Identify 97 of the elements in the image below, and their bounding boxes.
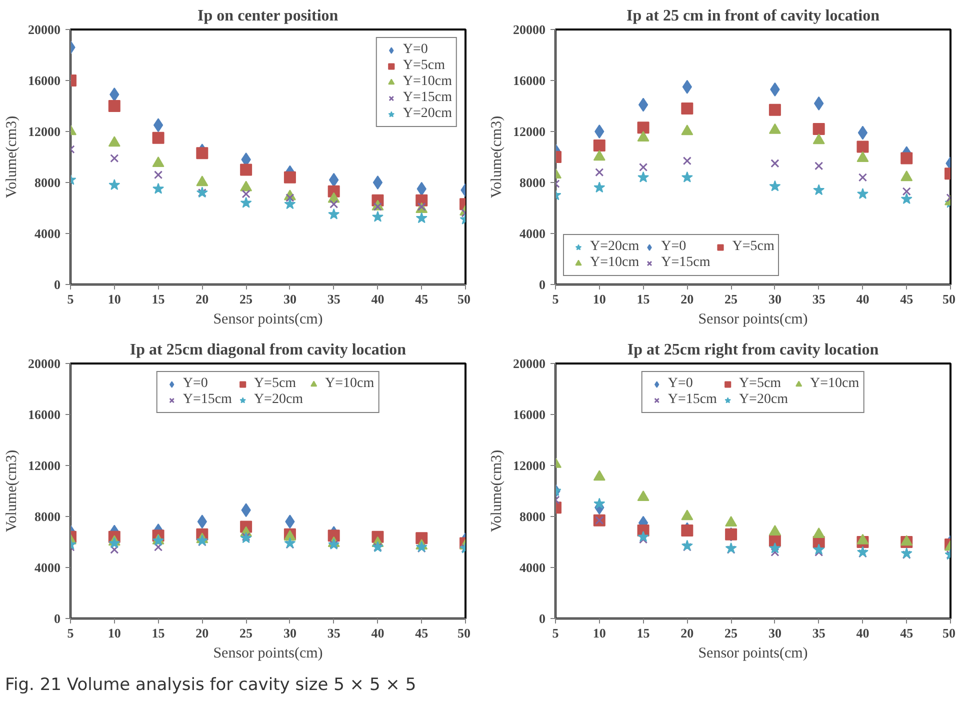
legend-label: Y=0 — [402, 42, 428, 58]
legend-label: Y=0 — [182, 376, 208, 392]
y-tick-label: 12000 — [28, 458, 60, 473]
x-tick-label: 45 — [900, 292, 914, 306]
x-tick-label: 15 — [636, 292, 650, 306]
x-tick-label: 50 — [458, 626, 470, 640]
x-tick-label: 25 — [724, 626, 738, 640]
y-tick-label: 8000 — [520, 509, 546, 524]
y-tick-label: 0 — [539, 611, 546, 626]
x-tick-label: 10 — [592, 626, 606, 640]
legend-label: Y=20cm — [402, 106, 452, 122]
y-tick-label: 16000 — [513, 73, 546, 88]
legend-label: Y=15cm — [661, 255, 710, 271]
chart-title: Ip at 25cm diagonal from cavity location — [130, 342, 406, 358]
x-tick-label: 30 — [283, 292, 296, 306]
y-tick-label: 16000 — [28, 73, 60, 88]
x-tick-label: 35 — [327, 626, 341, 640]
legend-label: Y=0 — [668, 376, 693, 392]
y-tick-label: 0 — [54, 277, 60, 292]
x-tick-label: 50 — [942, 626, 956, 640]
legend-label: Y=10cm — [402, 74, 452, 90]
legend-label: Y=0 — [661, 239, 686, 255]
x-tick-label: 20 — [196, 292, 209, 306]
x-tick-label: 40 — [856, 626, 870, 640]
x-tick-label: 35 — [812, 626, 826, 640]
x-axis-title: Sensor points(cm) — [213, 646, 323, 662]
x-tick-label: 20 — [680, 626, 694, 640]
x-tick-label: 5 — [67, 292, 74, 306]
x-tick-label: 40 — [856, 292, 870, 306]
x-tick-label: 10 — [108, 626, 121, 640]
legend-label: Y=20cm — [254, 392, 304, 408]
legend-label: Y=5cm — [732, 239, 774, 255]
legend-label: Y=15cm — [668, 392, 717, 408]
x-axis-title: Sensor points(cm) — [213, 312, 323, 328]
x-tick-label: 50 — [458, 292, 470, 306]
x-tick-label: 45 — [415, 626, 429, 640]
legend-label: Y=15cm — [402, 90, 452, 106]
caption: Fig. 21 Volume analysis for cavity size 5 × 5 × 5 — [5, 674, 416, 697]
x-tick-label: 30 — [768, 626, 782, 640]
y-tick-label: 4000 — [34, 226, 60, 241]
x-tick-label: 15 — [152, 626, 166, 640]
y-axis-title: Volume(cm3) — [489, 116, 505, 198]
chart-title: Ip at 25cm right from cavity location — [627, 342, 879, 358]
x-axis-title: Sensor points(cm) — [698, 312, 808, 328]
x-tick-label: 15 — [152, 292, 166, 306]
x-tick-label: 35 — [327, 292, 341, 306]
x-tick-label: 30 — [283, 626, 296, 640]
x-tick-label: 5 — [552, 292, 560, 306]
chart-title: Ip at 25 cm in front of cavity location — [626, 8, 880, 24]
x-tick-label: 40 — [371, 626, 384, 640]
y-tick-label: 20000 — [513, 356, 546, 371]
x-tick-label: 20 — [196, 626, 209, 640]
y-tick-label: 8000 — [34, 175, 60, 190]
legend-label: Y=10cm — [325, 376, 374, 392]
y-tick-label: 20000 — [28, 356, 60, 371]
legend-label: Y=15cm — [182, 392, 232, 408]
x-tick-label: 5 — [67, 626, 74, 640]
x-tick-label: 25 — [240, 292, 254, 306]
x-tick-label: 10 — [108, 292, 121, 306]
x-tick-label: 10 — [592, 292, 606, 306]
x-tick-label: 35 — [812, 292, 826, 306]
y-axis-title: Volume(cm3) — [4, 450, 20, 532]
x-tick-label: 30 — [768, 292, 782, 306]
y-tick-label: 20000 — [28, 22, 60, 37]
x-tick-label: 45 — [415, 292, 429, 306]
legend-label: Y=20cm — [738, 392, 788, 408]
legend-label: Y=10cm — [590, 255, 640, 271]
y-tick-label: 4000 — [34, 560, 60, 575]
x-tick-label: 5 — [552, 626, 560, 640]
y-tick-label: 16000 — [513, 407, 546, 422]
y-axis-title: Volume(cm3) — [4, 116, 20, 198]
x-tick-label: 40 — [371, 292, 384, 306]
y-axis-title: Volume(cm3) — [489, 450, 505, 532]
x-tick-label: 25 — [240, 626, 254, 640]
y-tick-label: 0 — [539, 277, 546, 292]
legend-label: Y=10cm — [810, 376, 860, 392]
legend-label: Y=20cm — [590, 239, 640, 255]
y-tick-label: 20000 — [513, 22, 546, 37]
y-tick-label: 8000 — [34, 509, 60, 524]
y-tick-label: 12000 — [513, 458, 546, 473]
x-tick-label: 45 — [900, 626, 914, 640]
x-tick-label: 25 — [724, 292, 738, 306]
x-tick-label: 20 — [680, 292, 694, 306]
chart-title: Ip on center position — [198, 8, 338, 24]
x-tick-label: 15 — [636, 626, 650, 640]
y-tick-label: 12000 — [513, 124, 546, 139]
y-tick-label: 12000 — [28, 124, 60, 139]
y-tick-label: 16000 — [28, 407, 60, 422]
legend-label: Y=5cm — [254, 376, 296, 392]
x-tick-label: 50 — [942, 292, 956, 306]
legend-label: Y=5cm — [402, 58, 445, 74]
y-tick-label: 4000 — [520, 560, 546, 575]
y-tick-label: 8000 — [520, 175, 546, 190]
legend-label: Y=5cm — [738, 376, 782, 392]
y-tick-label: 0 — [54, 611, 60, 626]
x-axis-title: Sensor points(cm) — [698, 646, 808, 662]
y-tick-label: 4000 — [520, 226, 546, 241]
